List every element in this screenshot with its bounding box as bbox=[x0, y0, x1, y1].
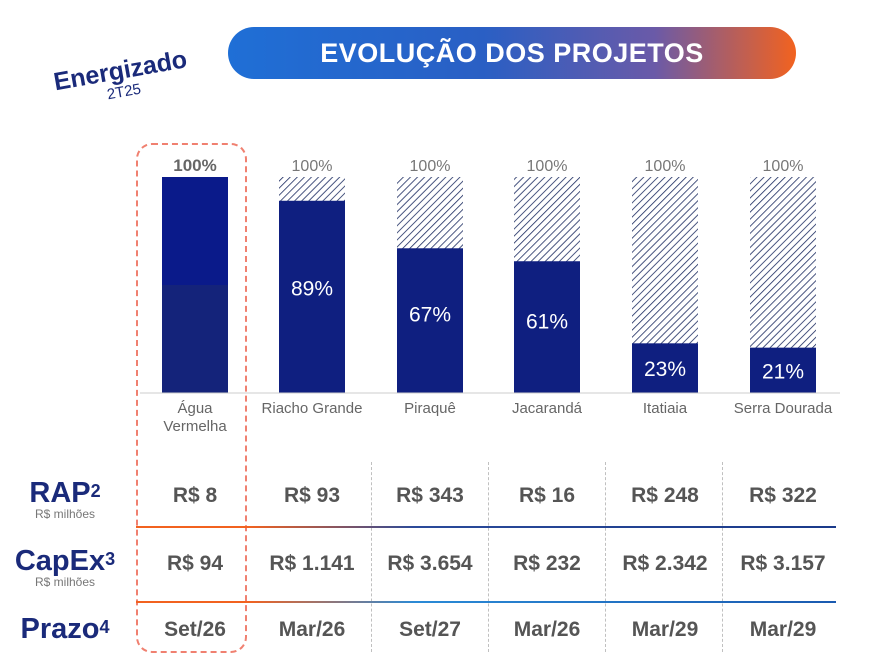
total-label: 100% bbox=[292, 158, 333, 175]
row-label-rap: RAP2 R$ milhões bbox=[0, 478, 130, 521]
bar-value bbox=[750, 347, 816, 393]
prazo-footnote: 4 bbox=[99, 617, 110, 637]
table-cell: R$ 1.141 bbox=[269, 552, 355, 575]
table-cell: R$ 94 bbox=[166, 552, 224, 575]
table-cell: Mar/29 bbox=[749, 618, 817, 641]
column-divider bbox=[722, 462, 723, 652]
table-cell: R$ 232 bbox=[513, 552, 581, 575]
table-cell: Set/27 bbox=[399, 618, 461, 641]
total-label: 100% bbox=[527, 158, 568, 175]
row-label-capex: CapEx3 R$ milhões bbox=[0, 546, 130, 589]
data-label: 89% bbox=[291, 277, 333, 300]
row-divider bbox=[136, 601, 836, 603]
row-divider bbox=[136, 526, 836, 528]
category-label: Serra Dourada bbox=[734, 400, 833, 417]
table-cell: R$ 3.654 bbox=[387, 552, 473, 575]
table-cell: R$ 93 bbox=[283, 484, 341, 507]
bar-value-top bbox=[162, 177, 228, 285]
total-label: 100% bbox=[645, 158, 686, 175]
capex-footnote: 3 bbox=[105, 549, 116, 569]
table-cell: Mar/29 bbox=[631, 618, 699, 641]
total-label: 100% bbox=[763, 158, 804, 175]
capex-unit: R$ milhões bbox=[34, 575, 96, 589]
table-cell: R$ 248 bbox=[631, 484, 699, 507]
category-label: Riacho Grande bbox=[262, 400, 363, 417]
rap-label: RAP bbox=[29, 477, 91, 509]
capex-label: CapEx bbox=[14, 545, 106, 577]
bar-value bbox=[632, 343, 698, 393]
table-cell: R$ 3.157 bbox=[740, 552, 826, 575]
column-divider bbox=[605, 462, 606, 652]
category-label: Água bbox=[177, 400, 213, 417]
bar-value bbox=[514, 261, 580, 393]
table-cell: R$ 322 bbox=[749, 484, 817, 507]
row-label-prazo: Prazo4 bbox=[0, 614, 130, 644]
total-label: 100% bbox=[410, 158, 451, 175]
table-cell: R$ 2.342 bbox=[622, 552, 708, 575]
total-label: 100% bbox=[173, 156, 216, 175]
rap-footnote: 2 bbox=[90, 481, 101, 501]
prazo-label: Prazo bbox=[20, 613, 100, 645]
table-cell: Mar/26 bbox=[513, 618, 581, 641]
bar-value bbox=[279, 200, 345, 393]
data-label: 67% bbox=[409, 303, 451, 326]
bar-value bbox=[397, 248, 463, 393]
data-label: 21% bbox=[762, 360, 804, 383]
data-label: 23% bbox=[644, 358, 686, 381]
table-cell: Set/26 bbox=[164, 618, 226, 641]
category-label: Piraquê bbox=[404, 400, 456, 417]
rap-unit: R$ milhões bbox=[34, 507, 96, 521]
category-label: Vermelha bbox=[163, 418, 227, 435]
table-cell: Mar/26 bbox=[278, 618, 346, 641]
column-divider bbox=[488, 462, 489, 652]
data-label: 61% bbox=[526, 311, 568, 334]
table-cell: R$ 8 bbox=[172, 484, 218, 507]
column-divider bbox=[371, 462, 372, 652]
page-title: EVOLUÇÃO DOS PROJETOS bbox=[228, 27, 796, 79]
category-label: Itatiaia bbox=[643, 400, 688, 417]
table-cell: R$ 343 bbox=[396, 484, 464, 507]
energized-highlight-box bbox=[136, 143, 247, 653]
category-label: Jacarandá bbox=[512, 400, 583, 417]
table-cell: R$ 16 bbox=[518, 484, 576, 507]
